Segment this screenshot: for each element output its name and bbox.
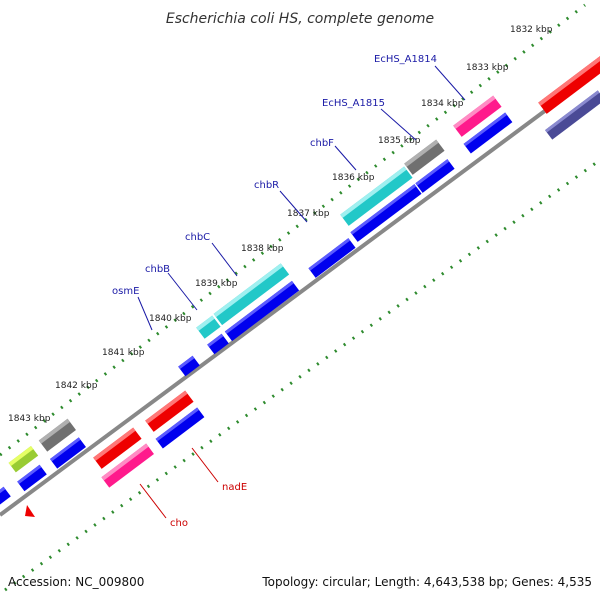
gene-blue-8 [50,437,86,469]
gene-echs-a1815 [404,139,445,175]
gene-navy-far [545,90,600,140]
gene-osme [178,355,200,377]
gene-blue-3 [350,184,422,242]
gene-blue-10 [0,486,11,508]
gene-chbf [340,166,413,226]
tick-label-1836: 1836 kbp [332,173,375,183]
label-chbb: chbB [145,264,170,275]
gene-cho [101,443,154,488]
label-leaders [137,65,466,519]
gene-labels: EcHS_A1814 EcHS_A1815 chbF chbR chbC chb… [112,54,437,529]
accession-text: Accession: NC_009800 [8,575,144,589]
gene-lime-left [8,445,39,473]
gene-blue-6 [207,333,229,355]
tick-label-1835: 1835 kbp [378,136,421,146]
label-osme: osmE [112,286,139,297]
label-cho: cho [170,518,188,529]
tick-label-1837: 1837 kbp [287,209,330,219]
label-chbc: chbC [185,232,210,243]
tick-label-1842: 1842 kbp [55,381,98,391]
gene-grey-left [38,418,76,452]
inner-tick-ring [4,158,600,592]
gene-echs-a1814 [453,95,502,137]
topology-summary: Topology: circular; Length: 4,643,538 bp… [261,575,592,589]
tick-label-1838: 1838 kbp [241,244,284,254]
marker-red-triangle [25,505,35,517]
label-nade: nadE [222,482,247,493]
gene-blue-9 [17,464,47,492]
label-chbr: chbR [254,180,279,191]
gene-blue-2 [415,159,455,193]
gene-nade [145,390,194,432]
tick-label-1840: 1840 kbp [149,314,192,324]
tick-label-1839: 1839 kbp [195,279,238,289]
tick-label-1841: 1841 kbp [102,348,145,358]
gene-blue-1 [463,112,513,154]
map-title: Escherichia coli HS, complete genome [166,11,434,27]
gene-red-far [538,54,600,114]
gene-chbb [196,315,221,339]
forward-strand-genes [8,54,600,473]
tick-label-1833: 1833 kbp [466,63,509,73]
label-echs-a1815: EcHS_A1815 [322,98,385,109]
tick-label-1832: 1832 kbp [510,25,553,35]
reverse-strand-genes [0,90,600,517]
label-echs-a1814: EcHS_A1814 [374,54,437,65]
gene-blue-5 [224,280,300,342]
label-chbf: chbF [310,138,334,149]
genome-backbone [0,68,600,517]
gene-chbc [213,263,290,326]
tick-label-1843: 1843 kbp [8,414,51,424]
tick-label-1834: 1834 kbp [421,99,464,109]
gene-red-left [93,427,142,469]
gene-blue-4 [308,238,356,278]
gene-blue-7 [155,407,205,449]
kbp-ticks: 1832 kbp 1833 kbp 1834 kbp 1835 kbp 1836… [8,25,553,424]
